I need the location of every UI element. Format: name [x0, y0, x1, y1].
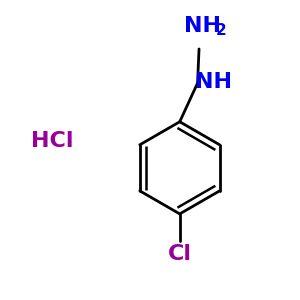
Text: NH: NH	[195, 72, 232, 92]
Text: HCl: HCl	[31, 131, 73, 151]
Text: 2: 2	[216, 23, 227, 38]
Text: NH: NH	[184, 16, 220, 36]
Text: Cl: Cl	[168, 244, 192, 264]
